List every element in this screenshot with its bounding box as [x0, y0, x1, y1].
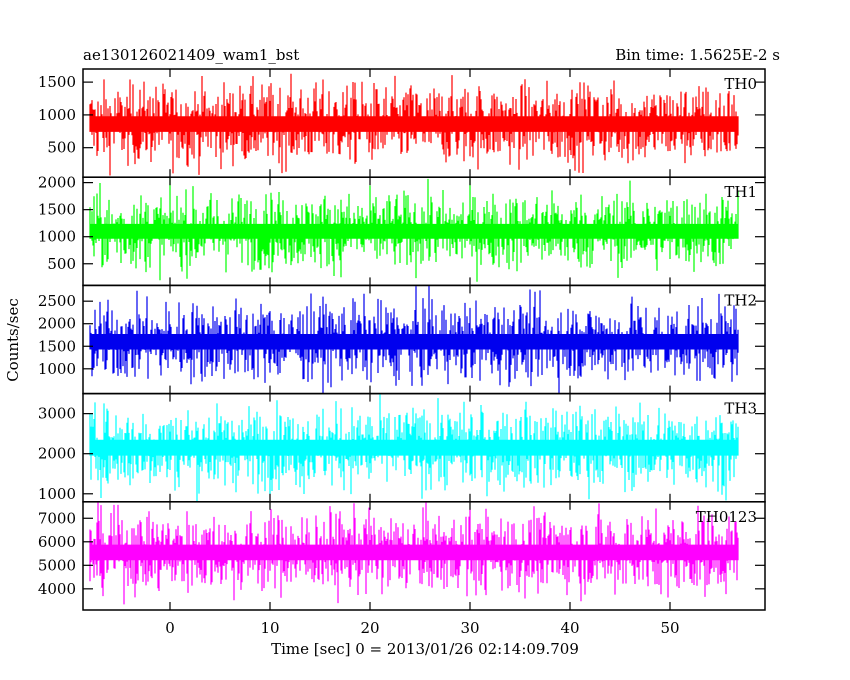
series-th3 — [89, 394, 739, 502]
y-tick-label: 500 — [47, 139, 76, 157]
series-th0123 — [89, 501, 739, 605]
panel-th1: 500 1000 1500 2000 TH1 — [38, 174, 766, 287]
panel-th2: 1000 1500 2000 2500 TH2 — [38, 284, 766, 395]
y-tick-label: 3000 — [38, 405, 76, 423]
y-tick-label: 7000 — [38, 509, 76, 527]
x-tick-label: 20 — [360, 619, 379, 637]
y-tick-label: 1500 — [38, 73, 76, 91]
panel-label: TH0 — [724, 75, 757, 93]
panel-label: TH2 — [724, 291, 757, 309]
y-tick-label: 2000 — [38, 315, 76, 333]
y-tick-label: 1000 — [38, 106, 76, 124]
x-tick-label: 40 — [560, 619, 579, 637]
panel-th0123: 4000 5000 6000 7000 TH0123 — [38, 501, 766, 611]
panel-label: TH1 — [724, 183, 757, 201]
x-axis: 0 10 20 30 40 50 — [165, 619, 679, 637]
x-tick-label: 30 — [460, 619, 479, 637]
y-tick-label: 1000 — [38, 228, 76, 246]
y-axis-label: Counts/sec — [4, 298, 22, 382]
panel-th0: 500 1000 1500 TH0 — [38, 68, 766, 178]
x-tick-label: 50 — [660, 619, 679, 637]
y-tick-label: 1500 — [38, 201, 76, 219]
x-tick-label: 10 — [260, 619, 279, 637]
y-tick-label: 1500 — [38, 337, 76, 355]
y-tick-label: 4000 — [38, 580, 76, 598]
panel-label: TH3 — [724, 400, 757, 418]
y-tick-label: 5000 — [38, 556, 76, 574]
bin-time-label: Bin time: 1.5625E-2 s — [615, 46, 780, 64]
panel-frame — [82, 501, 766, 611]
series-th0 — [89, 73, 739, 176]
panels: 500 1000 1500 TH0 500 1000 1500 2000 TH1 1000 1500… — [38, 68, 766, 611]
y-tick-label: 2000 — [38, 445, 76, 463]
y-tick-label: 1000 — [38, 485, 76, 503]
y-tick-label: 2000 — [38, 174, 76, 192]
panel-label: TH0123 — [696, 508, 757, 526]
y-tick-label: 6000 — [38, 533, 76, 551]
chart-title: ae130126021409_wam1_bst — [83, 46, 299, 64]
series-th2 — [89, 285, 739, 394]
y-tick-label: 2500 — [38, 292, 76, 310]
x-tick-label: 0 — [165, 619, 175, 637]
panel-th3: 1000 2000 3000 TH3 — [38, 392, 766, 503]
series-th1 — [89, 177, 739, 282]
y-tick-label: 1000 — [38, 360, 76, 378]
x-axis-label: Time [sec] 0 = 2013/01/26 02:14:09.709 — [271, 640, 579, 658]
y-tick-label: 500 — [47, 255, 76, 273]
